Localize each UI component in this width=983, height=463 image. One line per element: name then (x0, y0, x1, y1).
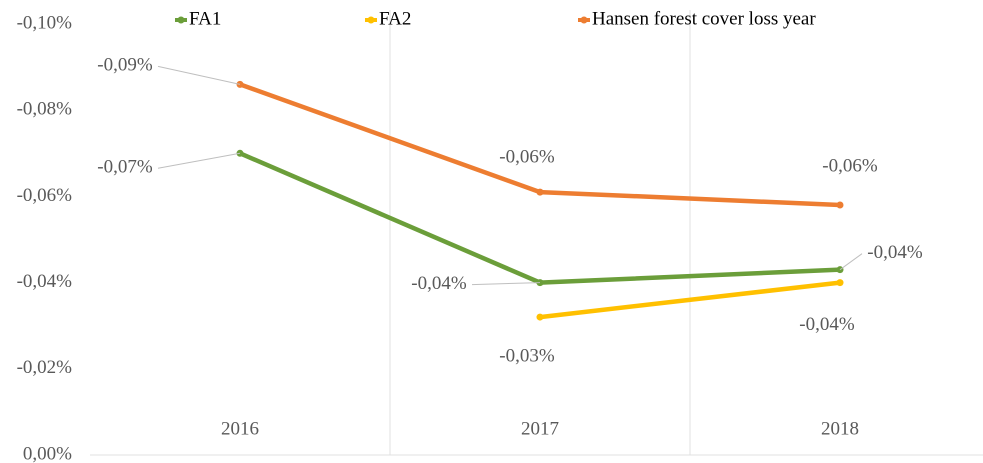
data-label: -0,07% (97, 157, 153, 178)
legend-marker-dot (367, 16, 375, 24)
legend-marker-dot (580, 16, 588, 24)
y-tick-label: -0,08% (17, 99, 73, 120)
data-label: -0,06% (499, 146, 555, 167)
series-line (239, 82, 841, 208)
data-label: -0,04% (867, 242, 923, 263)
legend-marker-dot (177, 16, 185, 24)
series-line (239, 151, 841, 285)
legend-label: FA1 (189, 8, 221, 29)
legend-label: FA2 (379, 8, 411, 29)
x-tick-label: 2018 (821, 418, 859, 439)
data-label: -0,03% (499, 345, 555, 366)
y-tick-label: -0,04% (17, 271, 73, 292)
data-label: -0,09% (97, 55, 153, 76)
data-point (836, 201, 844, 209)
x-tick-label: 2017 (521, 418, 559, 439)
data-point (536, 313, 544, 321)
leader-line (157, 152, 241, 169)
y-tick-label: -0,02% (17, 357, 73, 378)
data-label: -0,06% (822, 155, 878, 176)
leader-line (157, 65, 241, 85)
data-point (536, 188, 544, 196)
series-line (539, 280, 841, 320)
legend-label: Hansen forest cover loss year (592, 8, 816, 29)
data-label: -0,04% (411, 273, 467, 294)
y-tick-label: -0,10% (17, 12, 73, 33)
y-tick-label: 0,00% (23, 443, 72, 463)
data-point (836, 279, 844, 287)
x-tick-label: 2016 (221, 418, 259, 439)
y-tick-label: -0,06% (17, 185, 73, 206)
leader-line (839, 253, 863, 271)
leader-line (471, 282, 541, 286)
data-label: -0,04% (799, 314, 855, 335)
